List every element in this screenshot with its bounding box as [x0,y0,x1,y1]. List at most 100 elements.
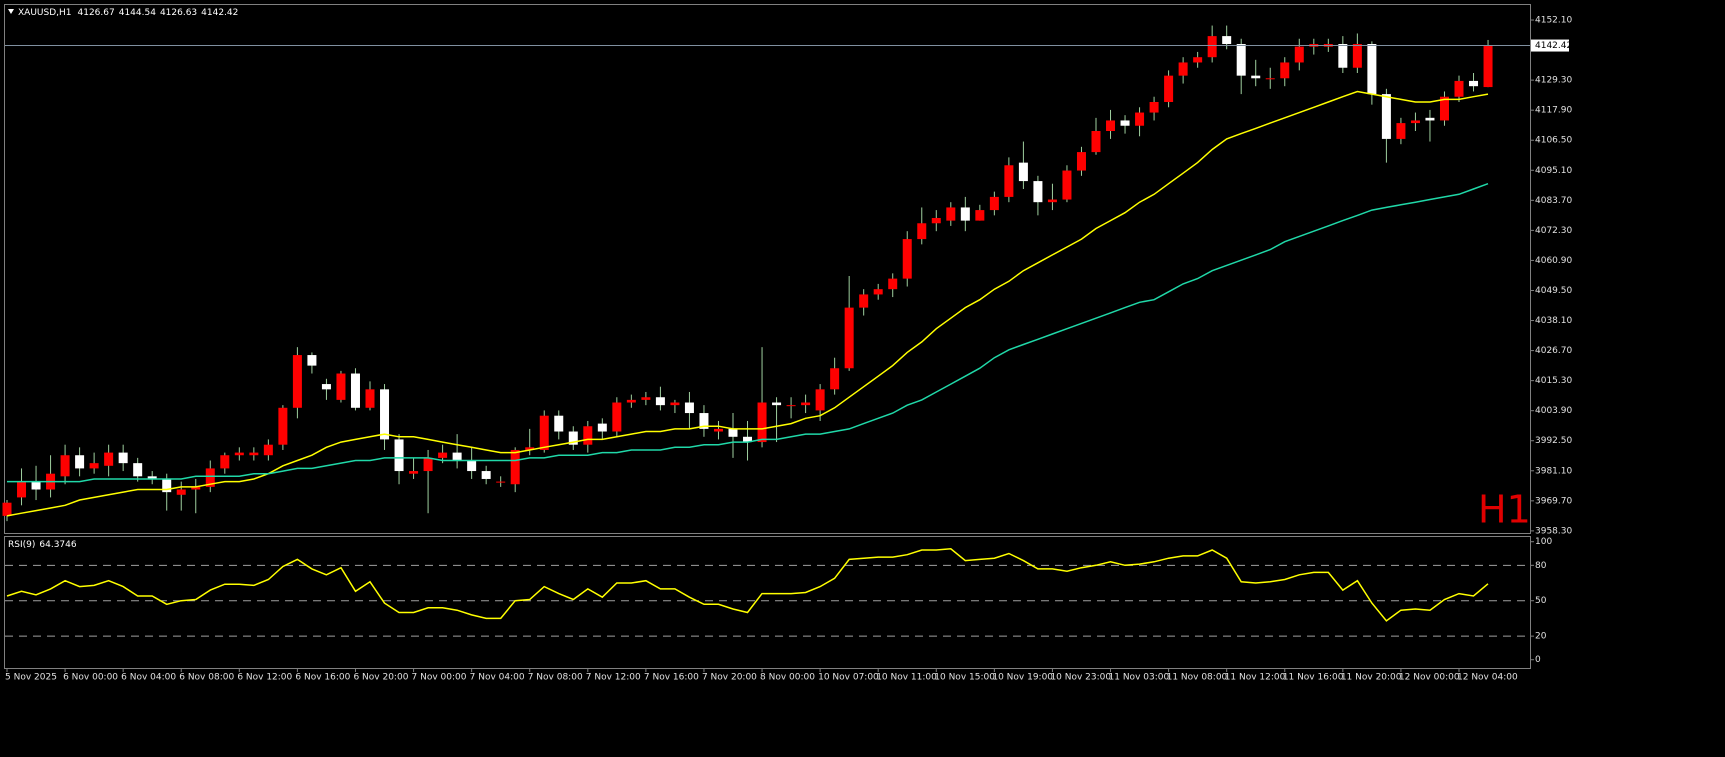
candle-body [554,415,564,432]
x-tick-label: 10 Nov 19:00 [992,673,1053,683]
candle-body [1454,80,1464,97]
candle-body [307,355,317,366]
candle-body [844,307,854,369]
candle-body [118,452,128,464]
x-tick-label: 7 Nov 08:00 [528,673,583,683]
candle-body [104,452,114,466]
candle-body [1265,78,1275,80]
candle-body [1091,131,1101,153]
candle-body [655,397,665,406]
x-tick-label: 6 Nov 12:00 [237,673,292,683]
candle-body [1120,120,1130,126]
candle-body [278,407,288,445]
y-tick-label: 4049.50 [1535,286,1572,296]
header-close: 4142.42 [201,8,238,18]
candle-body [539,415,549,450]
indicator-line [7,182,1489,483]
y-tick-label: 3969.70 [1535,496,1572,506]
candle-body [946,207,956,221]
collapse-icon[interactable] [8,9,14,14]
header-high: 4144.54 [119,8,156,18]
candle-body [409,471,419,474]
y-tick-label: 4072.30 [1535,226,1572,236]
candle-body [699,413,709,429]
x-tick-label: 11 Nov 20:00 [1341,673,1402,683]
indicator-line [6,548,1489,622]
x-tick-label: 10 Nov 11:00 [876,673,937,683]
candle-body [1207,36,1217,58]
x-tick-label: 7 Nov 16:00 [644,673,699,683]
candle-body [17,481,27,498]
y-tick-label: 20 [1535,632,1547,642]
candle-body [147,476,157,479]
x-tick-label: 11 Nov 16:00 [1283,673,1344,683]
candle-body [89,463,99,469]
candle-body [1062,170,1072,200]
main-pane-frame [4,4,1531,534]
candle-body [1352,44,1362,68]
x-tick-label: 10 Nov 15:00 [934,673,995,683]
header-low: 4126.63 [160,8,197,18]
y-tick-label: 3981.10 [1535,466,1572,476]
candle-body [597,423,607,432]
candle-body [31,481,41,490]
candle-body [975,210,985,221]
candle-body [830,368,840,390]
candle-body [1367,44,1377,95]
candle-body [205,468,215,487]
x-tick-label: 7 Nov 00:00 [412,673,467,683]
y-tick-label: 4038.10 [1535,316,1572,326]
candle-body [1047,199,1057,203]
y-tick-label: 4083.70 [1535,196,1572,206]
candle-body [743,436,753,443]
candle-body [1033,181,1043,203]
candle-body [1396,123,1406,139]
candle-body [917,223,927,240]
y-tick-label: 4152.10 [1535,16,1572,26]
candle-body [365,389,375,408]
y-tick-label: 4015.30 [1535,376,1572,386]
rsi-value: 64.3746 [39,540,76,550]
candle-body [510,449,520,485]
candle-body [1425,117,1435,121]
rsi-header: RSI(9) 64.3746 [8,540,77,550]
candle-body [583,426,593,445]
y-tick-label: 80 [1535,561,1547,571]
x-tick-label: 7 Nov 20:00 [702,673,757,683]
candle-body [626,399,636,403]
candle-body [380,389,390,440]
candle-body [728,428,738,437]
x-tick-label: 6 Nov 04:00 [121,673,176,683]
x-tick-label: 6 Nov 20:00 [353,673,408,683]
candle-body [220,455,230,469]
candle-body [1381,94,1391,139]
candle-body [859,294,869,308]
x-tick-label: 7 Nov 12:00 [586,673,641,683]
candle-body [1469,80,1479,87]
candle-body [1439,96,1449,121]
candle-body [1222,36,1232,45]
y-tick-label: 100 [1535,537,1552,547]
y-tick-label: 4106.50 [1535,136,1572,146]
timeframe-label: H1 [1478,488,1531,532]
candle-body [568,431,578,445]
y-tick-label: 3958.30 [1535,526,1572,536]
candle-body [1338,44,1348,68]
candle-body [438,452,448,458]
candle-body [350,373,360,408]
candle-body [670,402,680,406]
candle-body [60,455,70,477]
candle-body [873,289,883,295]
candle-body [1004,165,1014,197]
candle-body [931,217,941,224]
candle-body [321,384,331,390]
candle-body [1106,120,1116,132]
y-tick-label: 4026.70 [1535,346,1572,356]
candle-body [394,439,404,472]
candle-body [263,444,273,456]
candle-body [234,452,244,456]
candle-body [612,402,622,432]
candle-body [1410,120,1420,124]
